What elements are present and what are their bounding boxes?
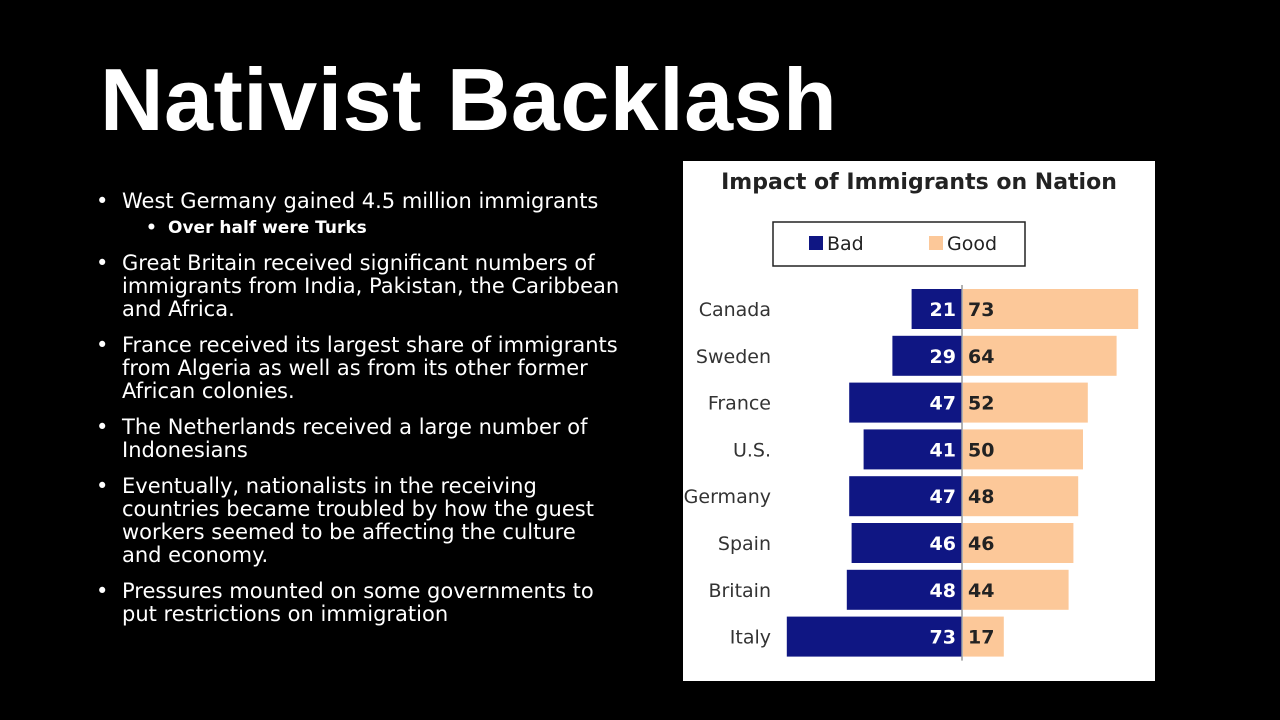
bar-good (963, 429, 1083, 470)
category-label: U.S. (733, 439, 771, 461)
category-label: Canada (699, 299, 771, 321)
bar-bad (851, 523, 962, 563)
data-label-good: 64 (968, 346, 994, 368)
bullet-item: Eventually, nationalists in the receivin… (96, 475, 621, 567)
bar-good (963, 289, 1139, 329)
data-label-good: 52 (968, 393, 994, 415)
bar-good (963, 335, 1117, 376)
chart-svg: Impact of Immigrants on Nation Bad Good 21 7… (684, 170, 1139, 661)
data-label-good: 48 (968, 486, 994, 508)
bar-bad (849, 382, 962, 423)
bullet-item: West Germany gained 4.5 million immigran… (96, 189, 621, 240)
bullet-text: France received its largest share of imm… (122, 333, 618, 403)
bar-good (963, 382, 1088, 423)
chart: Impact of Immigrants on Nation Bad Good 21 7… (683, 161, 1155, 681)
bar-good (963, 523, 1074, 563)
data-label-bad: 29 (930, 346, 956, 368)
data-label-good: 17 (968, 627, 994, 649)
bar-good (963, 476, 1079, 517)
bullet-list: West Germany gained 4.5 million immigran… (96, 190, 621, 639)
bar-bad (786, 616, 962, 657)
data-label-bad: 47 (930, 393, 956, 415)
category-label: France (708, 393, 771, 415)
chart-title: Impact of Immigrants on Nation (721, 170, 1117, 195)
bullet-item: Great Britain received significant numbe… (96, 252, 621, 321)
category-label: Germany (684, 486, 771, 508)
bar-bad (892, 335, 962, 376)
data-label-good: 44 (968, 580, 994, 602)
bar-good (963, 569, 1069, 610)
category-label: Britain (708, 580, 771, 602)
category-label: Spain (718, 533, 771, 555)
data-label-good: 73 (968, 299, 994, 321)
bar-bad (911, 289, 962, 329)
category-label: Sweden (696, 346, 771, 368)
bullet-item: Pressures mounted on some governments to… (96, 580, 621, 626)
bullet-text: Pressures mounted on some governments to… (122, 579, 594, 626)
data-label-bad: 21 (930, 299, 956, 321)
bullet-text: The Netherlands received a large number … (122, 415, 588, 462)
sub-bullet-item: Over half were Turks (146, 217, 621, 239)
bar-bad (849, 476, 962, 517)
legend-label-good: Good (947, 233, 997, 255)
slide-title: Nativist Backlash (100, 50, 838, 149)
sub-bullet-list: Over half were Turks (122, 217, 621, 239)
legend-swatch-good (929, 236, 943, 250)
data-label-good: 46 (968, 533, 994, 555)
bar-good (963, 616, 1004, 657)
data-label-bad: 48 (930, 580, 956, 602)
bar-bad (846, 569, 962, 610)
category-label: Italy (730, 627, 771, 649)
data-label-good: 50 (968, 439, 994, 461)
bullet-text: West Germany gained 4.5 million immigran… (122, 189, 599, 213)
bullet-text: Great Britain received significant numbe… (122, 251, 620, 321)
data-label-bad: 41 (930, 439, 956, 461)
data-label-bad: 73 (930, 627, 956, 649)
bullet-item: France received its largest share of imm… (96, 334, 621, 403)
bullet-item: The Netherlands received a large number … (96, 416, 621, 462)
legend-swatch-bad (809, 236, 823, 250)
bullet-text: Eventually, nationalists in the receivin… (122, 474, 594, 567)
data-label-bad: 46 (930, 533, 956, 555)
bar-bad (863, 429, 962, 470)
data-label-bad: 47 (930, 486, 956, 508)
legend-label-bad: Bad (827, 233, 864, 255)
